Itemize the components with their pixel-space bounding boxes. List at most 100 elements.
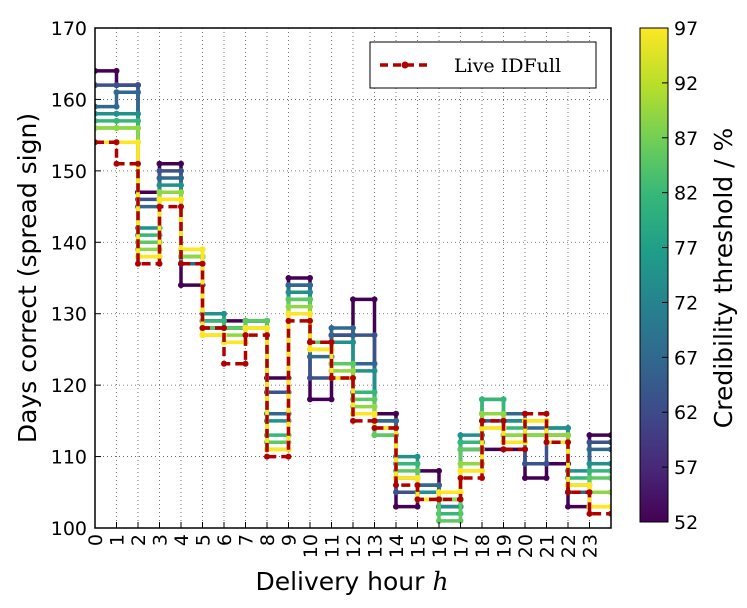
- data-point: [199, 246, 206, 253]
- data-point: [414, 467, 421, 474]
- x-axis-title-variable: h: [432, 567, 448, 596]
- x-tick-label: 13: [365, 534, 387, 558]
- x-tick-label: 5: [193, 534, 215, 546]
- y-tick-label: 140: [51, 232, 87, 254]
- data-point: [328, 396, 335, 403]
- data-point: [414, 496, 421, 503]
- data-point: [178, 182, 184, 189]
- data-point: [178, 189, 184, 196]
- data-point: [156, 189, 163, 196]
- data-point: [221, 317, 227, 324]
- data-point: [285, 289, 292, 296]
- data-point: [178, 160, 184, 167]
- data-point: [307, 375, 313, 381]
- data-point: [328, 375, 335, 381]
- x-tick-label: 15: [408, 534, 430, 558]
- data-point: [199, 332, 206, 339]
- data-point: [113, 110, 120, 117]
- x-axis-title: Delivery hour h: [255, 567, 448, 596]
- legend: Live IDFull: [369, 41, 597, 89]
- data-point: [350, 296, 356, 303]
- data-point: [307, 296, 313, 303]
- data-point: [586, 489, 593, 496]
- data-point: [156, 175, 163, 181]
- data-point: [178, 167, 184, 174]
- data-point: [178, 203, 184, 210]
- data-point: [586, 446, 593, 453]
- data-point: [586, 432, 593, 439]
- data-point: [307, 353, 313, 360]
- data-point: [178, 196, 184, 203]
- colorbar-tick-label: 57: [674, 457, 698, 479]
- data-point: [221, 325, 227, 331]
- data-point: [522, 410, 528, 417]
- data-point: [113, 160, 120, 167]
- data-point: [156, 253, 163, 260]
- data-point: [393, 489, 399, 496]
- y-tick-label: 100: [51, 518, 87, 540]
- x-tick-label: 17: [451, 534, 473, 558]
- data-point: [565, 425, 571, 431]
- x-tick-label: 7: [236, 534, 258, 546]
- x-tick-label: 10: [300, 534, 322, 558]
- colorbar: 97 92 87 82 77 72 67 62 57 52 Credibility thresho…: [639, 18, 738, 534]
- data-point: [242, 360, 249, 367]
- data-point: [178, 175, 184, 181]
- data-point: [457, 517, 464, 524]
- data-point: [586, 467, 593, 474]
- data-point: [500, 396, 507, 403]
- data-point: [285, 282, 292, 289]
- legend-label: Live IDFull: [454, 55, 561, 77]
- data-point: [479, 396, 485, 403]
- y-tick-label: 160: [51, 89, 87, 111]
- data-point: [221, 360, 227, 367]
- colorbar-ticks: 97 92 87 82 77 72 67 62 57 52: [662, 18, 698, 534]
- data-point: [457, 467, 464, 474]
- x-tick-label: 22: [558, 534, 580, 558]
- data-point: [135, 89, 141, 96]
- series-live-idfull: [95, 139, 611, 517]
- data-point: [371, 410, 378, 417]
- data-point: [500, 446, 507, 453]
- colorbar-tick-label: 87: [674, 128, 698, 150]
- data-point: [199, 325, 206, 331]
- data-point: [307, 346, 313, 353]
- data-point: [242, 332, 249, 339]
- data-point: [371, 425, 378, 431]
- data-point: [328, 325, 335, 331]
- y-tick-label: 110: [51, 447, 87, 469]
- colorbar-gradient: [639, 27, 669, 523]
- data-point: [307, 310, 313, 317]
- data-point: [479, 467, 485, 474]
- x-tick-label: 6: [214, 534, 236, 546]
- data-point: [113, 117, 120, 124]
- series-line: [95, 140, 611, 516]
- data-point: [586, 475, 593, 481]
- data-point: [199, 260, 206, 267]
- x-tick-label: 3: [150, 534, 172, 546]
- colorbar-tick-label: 62: [674, 402, 698, 424]
- data-point: [156, 196, 163, 203]
- data-point: [242, 317, 249, 324]
- data-point: [135, 160, 141, 167]
- data-point: [156, 203, 163, 210]
- series-line: [95, 90, 611, 502]
- colorbar-tick-label: 97: [674, 18, 698, 40]
- data-point: [350, 339, 356, 346]
- data-point: [371, 403, 378, 410]
- data-point: [221, 310, 227, 317]
- data-point: [457, 475, 464, 481]
- data-point: [307, 396, 313, 403]
- data-point: [457, 439, 464, 446]
- data-point: [522, 475, 528, 481]
- data-point: [264, 325, 270, 331]
- x-tick-label: 2: [128, 534, 150, 546]
- data-point: [371, 396, 378, 403]
- x-tick-label: 14: [386, 534, 408, 558]
- x-tick-label: 18: [472, 534, 494, 558]
- data-point: [436, 496, 442, 503]
- data-point: [414, 475, 421, 481]
- data-point: [479, 410, 485, 417]
- data-point: [436, 489, 442, 496]
- data-point: [414, 453, 421, 460]
